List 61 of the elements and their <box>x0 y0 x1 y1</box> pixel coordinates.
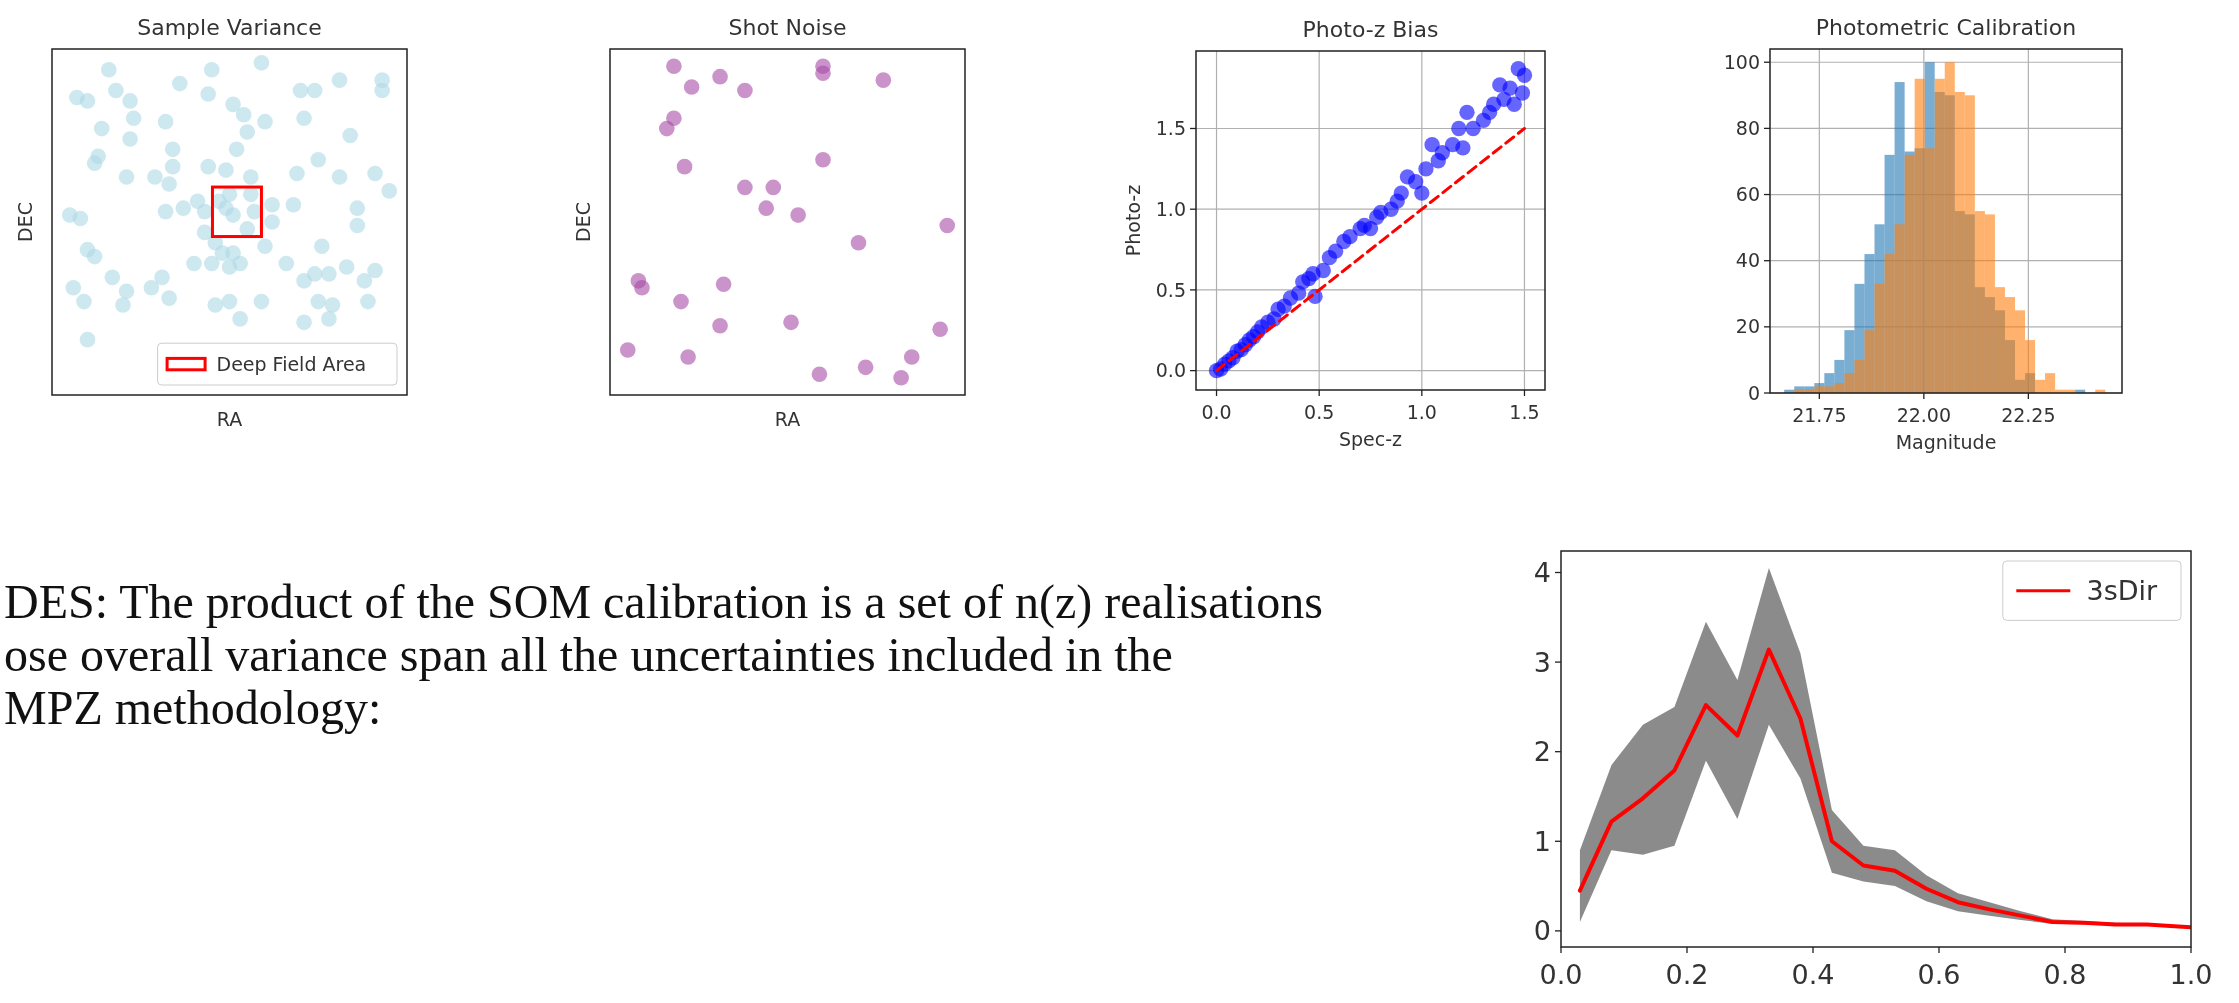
y-tick-label: 0.5 <box>1155 278 1186 301</box>
line-series <box>1577 647 2191 930</box>
point <box>1502 80 1518 96</box>
point <box>1315 262 1331 279</box>
text: ose overall variance span all the uncertainties included in the <box>4 627 1173 681</box>
point <box>1414 185 1430 201</box>
x-tick-label: 0.6 <box>1917 959 1961 990</box>
x-tick-label: 0.8 <box>2043 959 2087 990</box>
x-tick-label: 22.25 <box>2001 404 2056 426</box>
x-tick-label: 0.5 <box>1304 401 1335 423</box>
point <box>1362 220 1379 237</box>
text: DEC <box>572 202 594 242</box>
y-tick-label: 100 <box>1723 50 1760 73</box>
y-tick-label: 40 <box>1735 249 1760 272</box>
point <box>1455 140 1471 156</box>
x-tick-label: 0.4 <box>1791 959 1835 990</box>
y-tick-label: 3 <box>1533 646 1551 678</box>
y-tick-label: 1.0 <box>1155 197 1186 220</box>
y-tick-label: 0.0 <box>1155 359 1186 382</box>
point <box>1393 185 1409 201</box>
y-tick-label: 20 <box>1735 315 1760 338</box>
text: DEC <box>14 202 36 242</box>
point <box>1418 161 1434 177</box>
x-tick-label: 22.00 <box>1896 404 1952 426</box>
text: RA <box>216 408 243 430</box>
point <box>1465 120 1481 137</box>
point <box>1327 243 1344 259</box>
text: Sample Variance <box>137 15 322 40</box>
chart-title: Photo-z Bias <box>1302 17 1439 42</box>
chart-title: Photometric Calibration <box>1815 15 2077 40</box>
point <box>1451 120 1467 137</box>
point <box>1514 85 1531 101</box>
text: Deep Field Area <box>216 352 367 375</box>
point <box>1424 136 1440 153</box>
x-tick-label: 21.75 <box>1792 404 1847 426</box>
point <box>1506 96 1522 112</box>
text: MPZ methodology: <box>4 680 382 734</box>
y-tick-label: 0 <box>1533 915 1551 947</box>
x-tick-label: 0.0 <box>1201 401 1232 423</box>
y-tick-label: 4 <box>1533 556 1551 588</box>
point <box>1459 104 1475 121</box>
point <box>1407 174 1424 190</box>
text: DES: The product of the SOM calibration is a set of n(z) realisations <box>4 575 1323 629</box>
y-axis-title: Photo-z <box>1122 184 1144 257</box>
legend-label: 3sDir <box>2086 575 2159 607</box>
x-axis-title: Magnitude <box>1895 431 1997 453</box>
x-tick-label: 0.2 <box>1665 959 1709 990</box>
y-tick-label: 60 <box>1735 183 1760 206</box>
y-tick-label: 2 <box>1533 736 1551 768</box>
point <box>1516 67 1533 83</box>
text: RA <box>774 408 801 430</box>
point <box>1434 145 1451 161</box>
x-axis-title: Spec-z <box>1338 428 1403 450</box>
text: Shot Noise <box>728 15 847 40</box>
y-tick-label: 0 <box>1747 381 1760 404</box>
y-tick-label: 1.5 <box>1155 117 1186 140</box>
x-tick-label: 1.0 <box>1406 401 1437 423</box>
y-tick-label: 80 <box>1735 117 1760 140</box>
x-tick-label: 1.0 <box>2169 959 2213 990</box>
y-tick-label: 1 <box>1533 825 1551 857</box>
point <box>1342 228 1358 245</box>
